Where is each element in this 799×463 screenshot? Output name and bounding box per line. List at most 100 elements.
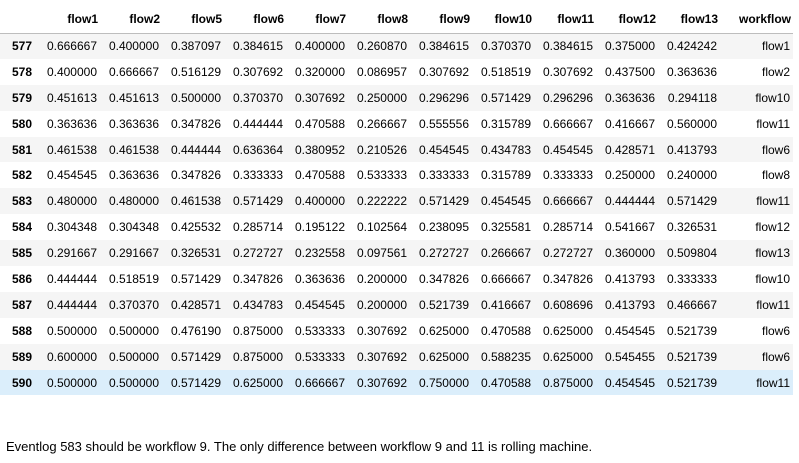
cell-flow1: 0.666667	[46, 39, 97, 54]
table-row: 577 0.666667 0.400000 0.387097 0.384615 0.400…	[0, 33, 793, 59]
cell-flow7: 0.400000	[294, 39, 345, 54]
cell-flow8: 0.307692	[356, 349, 407, 364]
cell-flow12: 0.437500	[604, 64, 655, 79]
cell-flow9: 0.333333	[418, 168, 469, 183]
cell-flow1: 0.500000	[46, 323, 97, 338]
column-header-flow13: flow13	[658, 6, 720, 34]
cell-flow2: 0.363636	[108, 168, 159, 183]
cell-flow10: 0.588235	[480, 349, 531, 364]
cell-flow13: 0.363636	[666, 64, 717, 79]
table-row: 590 0.500000 0.500000 0.571429 0.625000 0.666…	[0, 369, 793, 396]
cell-flow9: 0.625000	[418, 349, 469, 364]
cell-flow8: 0.533333	[356, 168, 407, 183]
cell-flow11: 0.666667	[542, 194, 593, 209]
cell-flow8: 0.097561	[356, 246, 407, 261]
cell-flow7: 0.666667	[294, 375, 345, 390]
row-index-cell: 588	[11, 323, 32, 338]
cell-flow11: 0.875000	[542, 375, 593, 390]
cell-flow5: 0.476190	[170, 323, 221, 338]
cell-flow5: 0.500000	[170, 90, 221, 105]
column-header-flow2: flow2	[100, 6, 162, 34]
cell-flow13: 0.521739	[666, 323, 717, 338]
cell-flow11: 0.347826	[542, 271, 593, 286]
cell-flow12: 0.545455	[604, 349, 655, 364]
cell-workflow: flow13	[755, 246, 790, 261]
cell-flow2: 0.666667	[108, 64, 159, 79]
cell-flow6: 0.370370	[232, 90, 283, 105]
cell-flow11: 0.608696	[542, 297, 593, 312]
cell-flow2: 0.291667	[108, 246, 159, 261]
cell-flow12: 0.360000	[604, 246, 655, 261]
cell-flow6: 0.272727	[232, 246, 283, 261]
cell-flow12: 0.428571	[604, 142, 655, 157]
table-row: 587 0.444444 0.370370 0.428571 0.434783 0.454…	[0, 291, 793, 318]
cell-flow13: 0.413793	[666, 142, 717, 157]
cell-flow1: 0.400000	[46, 64, 97, 79]
cell-flow1: 0.451613	[46, 90, 97, 105]
cell-workflow: flow11	[756, 194, 790, 209]
cell-workflow: flow6	[761, 323, 790, 338]
cell-flow11: 0.666667	[542, 116, 593, 131]
table-row: 585 0.291667 0.291667 0.326531 0.272727 0.232…	[0, 240, 793, 267]
cell-flow7: 0.320000	[294, 64, 345, 79]
row-index-cell: 590	[11, 375, 32, 390]
cell-flow6: 0.571429	[232, 194, 283, 209]
row-index-cell: 578	[11, 64, 32, 79]
header-row: flow1 flow2 flow5 flow6 flow7 flow8 flow9 flow1…	[0, 6, 793, 34]
cell-flow13: 0.240000	[666, 168, 717, 183]
cell-flow13: 0.521739	[666, 349, 717, 364]
cell-flow11: 0.296296	[542, 90, 593, 105]
cell-workflow: flow10	[755, 271, 790, 286]
cell-workflow: flow8	[761, 168, 790, 183]
cell-flow5: 0.571429	[170, 375, 221, 390]
cell-flow7: 0.307692	[294, 90, 345, 105]
cell-flow9: 0.625000	[418, 323, 469, 338]
cell-workflow: flow6	[761, 349, 790, 364]
cell-flow11: 0.307692	[542, 64, 593, 79]
cell-flow1: 0.461538	[46, 142, 97, 157]
cell-flow2: 0.500000	[108, 375, 159, 390]
cell-flow11: 0.454545	[542, 142, 593, 157]
cell-flow5: 0.571429	[170, 271, 221, 286]
cell-flow5: 0.387097	[170, 39, 221, 54]
table-row: 578 0.400000 0.666667 0.516129 0.307692 0.320…	[0, 58, 793, 85]
row-index-cell: 589	[11, 349, 32, 364]
table-row: 580 0.363636 0.363636 0.347826 0.444444 0.470…	[0, 110, 793, 137]
cell-flow2: 0.363636	[108, 116, 159, 131]
cell-flow10: 0.571429	[480, 90, 531, 105]
cell-flow11: 0.625000	[542, 323, 593, 338]
cell-flow9: 0.454545	[418, 142, 469, 157]
cell-workflow: flow11	[756, 116, 790, 131]
column-header-flow9: flow9	[410, 6, 472, 34]
cell-flow11: 0.285714	[542, 220, 593, 235]
column-header-flow11: flow11	[534, 6, 596, 34]
cell-flow5: 0.461538	[170, 194, 221, 209]
cell-flow8: 0.250000	[356, 90, 407, 105]
cell-flow7: 0.400000	[294, 194, 345, 209]
cell-flow12: 0.454545	[604, 375, 655, 390]
cell-flow2: 0.304348	[108, 220, 159, 235]
cell-flow12: 0.416667	[604, 116, 655, 131]
cell-flow11: 0.625000	[542, 349, 593, 364]
cell-flow12: 0.363636	[604, 90, 655, 105]
column-header-flow7: flow7	[286, 6, 348, 34]
cell-flow10: 0.454545	[480, 194, 531, 209]
cell-flow7: 0.533333	[294, 349, 345, 364]
cell-flow2: 0.480000	[108, 194, 159, 209]
cell-flow7: 0.195122	[294, 220, 345, 235]
cell-flow13: 0.333333	[666, 271, 717, 286]
cell-flow9: 0.296296	[418, 90, 469, 105]
cell-flow10: 0.666667	[480, 271, 531, 286]
cell-flow5: 0.326531	[170, 246, 221, 261]
table-row: 583 0.480000 0.480000 0.461538 0.571429 0.400…	[0, 188, 793, 215]
row-index-cell: 581	[11, 142, 32, 157]
row-index-cell: 579	[11, 90, 32, 105]
cell-flow1: 0.600000	[46, 349, 97, 364]
cell-flow6: 0.875000	[232, 323, 283, 338]
cell-workflow: flow11	[756, 375, 790, 390]
cell-flow10: 0.315789	[480, 168, 531, 183]
cell-flow9: 0.272727	[418, 246, 469, 261]
cell-flow13: 0.466667	[666, 297, 717, 312]
row-index-cell: 586	[11, 271, 32, 286]
row-index-cell: 587	[11, 297, 32, 312]
